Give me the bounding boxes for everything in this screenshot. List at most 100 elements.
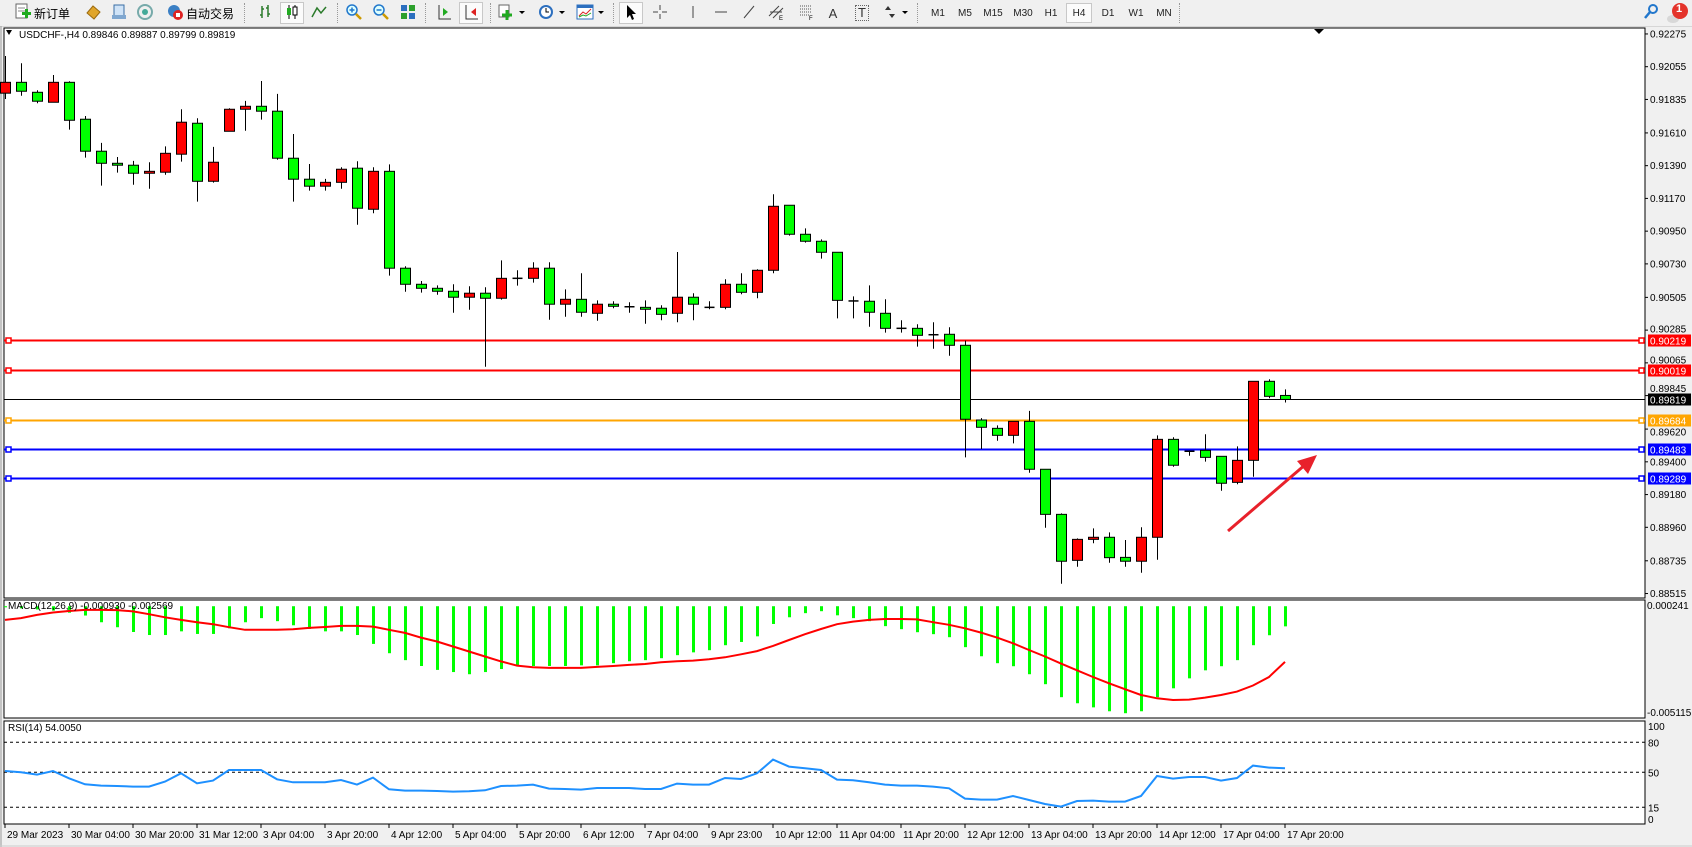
search-icon bbox=[1642, 3, 1660, 24]
fibonacci-button[interactable]: F bbox=[795, 2, 817, 24]
main-chart-pane[interactable] bbox=[3, 27, 1646, 599]
vertical-line-icon bbox=[684, 3, 702, 24]
candle bbox=[64, 81, 75, 130]
timeframe-h4[interactable]: H4 bbox=[1066, 3, 1092, 23]
horizontal-line-handle[interactable] bbox=[5, 475, 12, 482]
macd-histogram-bar bbox=[52, 606, 55, 611]
bar-chart-button[interactable] bbox=[254, 2, 276, 24]
candle bbox=[48, 75, 59, 103]
zoom-in-button[interactable] bbox=[343, 2, 365, 24]
macd-histogram-bar bbox=[260, 606, 263, 619]
toolbar-separator bbox=[337, 3, 339, 23]
macd-histogram-bar bbox=[244, 606, 247, 623]
horizontal-line-handle[interactable] bbox=[5, 337, 12, 344]
vertical-line-button[interactable] bbox=[682, 2, 704, 24]
rsi-title: RSI(14) 54.0050 bbox=[8, 723, 82, 734]
arrow-line[interactable] bbox=[1227, 462, 1307, 533]
periods-icon bbox=[537, 3, 567, 24]
candle-body-bear bbox=[640, 306, 651, 310]
horizontal-line-button[interactable] bbox=[710, 2, 732, 24]
crosshair-button[interactable] bbox=[649, 2, 671, 24]
tile-windows-button[interactable] bbox=[397, 2, 419, 24]
periods-button[interactable] bbox=[535, 2, 569, 24]
candle bbox=[128, 160, 139, 185]
candle bbox=[656, 305, 667, 321]
zoom-out-button[interactable] bbox=[370, 2, 392, 24]
text-button[interactable]: A bbox=[822, 2, 844, 24]
autoscroll-button[interactable] bbox=[459, 2, 483, 24]
market-watch-button[interactable] bbox=[82, 2, 104, 24]
candle-body-bear bbox=[480, 292, 491, 299]
timeframe-m1[interactable]: M1 bbox=[931, 7, 945, 19]
timeframe-mn[interactable]: MN bbox=[1156, 7, 1172, 19]
price-axis-label: 0.92055 bbox=[1650, 62, 1687, 73]
horizontal-line-handle[interactable] bbox=[1638, 475, 1645, 482]
horizontal-line-handle[interactable] bbox=[1638, 337, 1645, 344]
timeframe-m30[interactable]: M30 bbox=[1013, 7, 1033, 19]
timeframe-m5[interactable]: M5 bbox=[958, 7, 972, 19]
cursor-button[interactable] bbox=[619, 2, 643, 24]
macd-pane-frame[interactable] bbox=[3, 599, 1646, 719]
line-chart-icon bbox=[310, 3, 328, 24]
data-window-button[interactable] bbox=[108, 2, 130, 24]
chart-shift-button[interactable] bbox=[433, 2, 455, 24]
indicators-button[interactable] bbox=[495, 2, 529, 24]
candle bbox=[1184, 450, 1195, 456]
symbol-menu-icon[interactable] bbox=[6, 30, 12, 35]
horizontal-line-handle[interactable] bbox=[5, 417, 12, 424]
line-chart-button[interactable] bbox=[308, 2, 330, 24]
axes: 0.90219 0.90019 0.89684 0.89483 0.89289 0.898… bbox=[4, 29, 1692, 841]
time-axis-label: 11 Apr 20:00 bbox=[903, 830, 959, 841]
macd-histogram-bar bbox=[836, 606, 839, 616]
candle-body-bull bbox=[336, 168, 347, 183]
arrows-button[interactable] bbox=[880, 2, 912, 24]
macd-histogram-bar bbox=[1044, 606, 1047, 685]
macd-histogram-bar bbox=[580, 606, 583, 666]
crosshair-icon bbox=[651, 3, 669, 24]
chart-shift-marker-icon[interactable] bbox=[1314, 29, 1324, 34]
macd-histogram-bar bbox=[532, 606, 535, 666]
horizontal-line-handle[interactable] bbox=[5, 446, 12, 453]
chart-window[interactable]: MACD(12,26,9) -0.000930 -0.002569 RSI(14… bbox=[0, 26, 1692, 847]
search-button[interactable] bbox=[1640, 2, 1662, 24]
new-order-button[interactable]: 新订单 bbox=[6, 2, 78, 24]
macd-histogram-bar bbox=[1220, 606, 1223, 667]
notifications-button[interactable]: 1 bbox=[1664, 2, 1690, 24]
macd-histogram-bar bbox=[324, 606, 327, 632]
timeframe-w1[interactable]: W1 bbox=[1128, 7, 1144, 19]
horizontal-line-handle[interactable] bbox=[5, 367, 12, 374]
candle-body-bear bbox=[832, 251, 843, 301]
macd-histogram-bar bbox=[68, 606, 71, 613]
candle bbox=[1120, 539, 1131, 567]
timeframe-d1[interactable]: D1 bbox=[1101, 7, 1115, 19]
timeframe-h1[interactable]: H1 bbox=[1044, 7, 1058, 19]
signals-button[interactable] bbox=[134, 2, 156, 24]
trendline-button[interactable] bbox=[738, 2, 760, 24]
candle bbox=[256, 80, 267, 120]
candle bbox=[736, 273, 747, 295]
horizontal-line-price-label: 0.90019 bbox=[1650, 367, 1687, 378]
candle-body-bear bbox=[800, 233, 811, 242]
templates-button[interactable] bbox=[574, 2, 608, 24]
time-axis-label: 4 Apr 12:00 bbox=[391, 830, 443, 841]
text-icon: A bbox=[828, 5, 838, 21]
horizontal-line-handle[interactable] bbox=[1638, 446, 1645, 453]
candle bbox=[864, 285, 875, 327]
candle bbox=[240, 100, 251, 131]
horizontal-line-handle[interactable] bbox=[1638, 417, 1645, 424]
candle bbox=[192, 118, 203, 202]
toolbar-separator bbox=[425, 3, 427, 23]
macd-histogram-bar bbox=[180, 606, 183, 632]
candle bbox=[976, 418, 987, 450]
signals-icon bbox=[136, 3, 154, 24]
timeframe-m15[interactable]: M15 bbox=[983, 7, 1003, 19]
candle bbox=[176, 109, 187, 162]
auto-trading-button[interactable]: 自动交易 bbox=[162, 2, 238, 24]
candlestick-button[interactable] bbox=[280, 2, 304, 24]
channel-button[interactable]: E bbox=[765, 2, 787, 24]
horizontal-line-handle[interactable] bbox=[1638, 367, 1645, 374]
candle bbox=[1136, 527, 1147, 573]
macd-histogram-bar bbox=[676, 606, 679, 656]
text-label-button[interactable]: T bbox=[851, 2, 873, 24]
candle bbox=[752, 269, 763, 299]
